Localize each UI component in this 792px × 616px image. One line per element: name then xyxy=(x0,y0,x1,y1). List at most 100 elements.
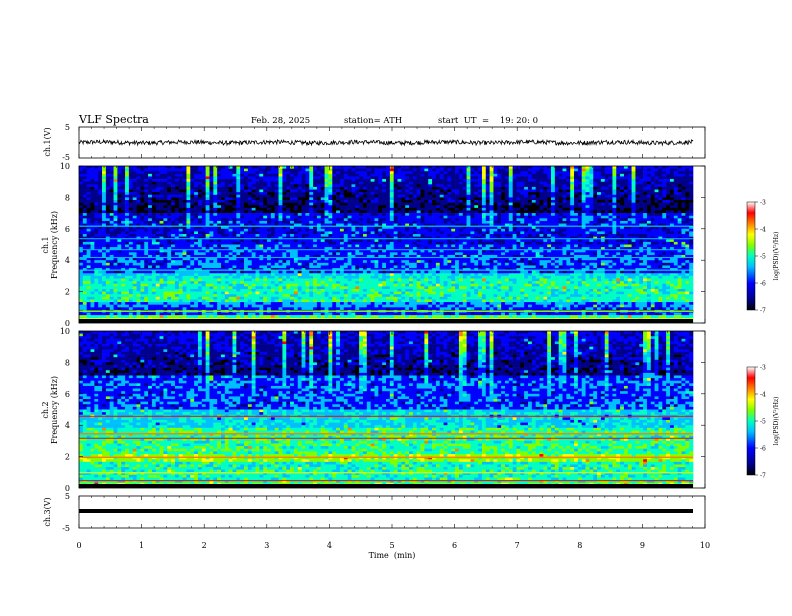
spec-cell xyxy=(144,179,148,182)
spec-cell xyxy=(486,203,490,206)
spec-cell xyxy=(236,229,240,232)
spec-cell xyxy=(678,179,682,182)
spec-cell xyxy=(328,213,332,216)
spec-cell xyxy=(398,184,402,187)
spec-cell xyxy=(605,182,609,185)
spec-cell xyxy=(248,229,252,232)
spec-cell xyxy=(409,231,413,234)
spec-cell xyxy=(620,216,624,219)
spec-cell xyxy=(91,192,95,195)
spec-cell xyxy=(662,242,666,245)
spec-cell xyxy=(279,195,283,198)
spec-cell xyxy=(413,169,417,172)
spec-cell xyxy=(547,242,551,245)
spec-cell xyxy=(421,208,425,211)
spec-cell xyxy=(563,242,567,245)
spec-cell xyxy=(267,205,271,208)
spec-cell xyxy=(635,176,639,179)
spec-cell xyxy=(509,203,513,206)
spec-cell xyxy=(574,184,578,187)
spec-cell xyxy=(674,190,678,193)
spec-cell xyxy=(574,182,578,185)
spec-cell xyxy=(83,195,87,198)
spec-cell xyxy=(102,205,106,208)
spec-cell xyxy=(263,184,267,187)
spec-cell xyxy=(555,231,559,234)
spec-cell xyxy=(217,205,221,208)
spec-cell xyxy=(367,182,371,185)
spec-cell xyxy=(490,179,494,182)
spec-cell xyxy=(313,242,317,245)
spec-cell xyxy=(620,179,624,182)
spec-cell xyxy=(213,231,217,234)
spec-cell xyxy=(405,184,409,187)
spec-cell xyxy=(236,166,240,169)
spec-cell xyxy=(612,216,616,219)
spec-cell xyxy=(651,169,655,172)
spec-cell xyxy=(643,213,647,216)
spec-cell xyxy=(225,239,229,242)
spec-cell xyxy=(305,174,309,177)
spec-cell xyxy=(547,171,551,174)
spec-cell xyxy=(428,195,432,198)
spec-cell xyxy=(655,190,659,193)
spec-cell xyxy=(290,176,294,179)
spec-cell xyxy=(367,171,371,174)
spec-cell xyxy=(240,218,244,221)
spec-cell xyxy=(593,242,597,245)
spec-cell xyxy=(125,192,129,195)
spec-cell xyxy=(163,176,167,179)
spec-cell xyxy=(455,203,459,206)
spec-cell xyxy=(574,176,578,179)
spec-cell xyxy=(309,174,313,177)
spec-cell xyxy=(367,245,371,248)
spec-cell xyxy=(559,171,563,174)
spec-cell xyxy=(209,216,213,219)
spec-cell xyxy=(643,195,647,198)
spec-cell xyxy=(286,239,290,242)
spec-cell xyxy=(609,176,613,179)
spec-cell xyxy=(670,229,674,232)
spec-cell xyxy=(578,182,582,185)
spec-cell xyxy=(83,229,87,232)
spec-cell xyxy=(137,190,141,193)
spec-cell xyxy=(313,171,317,174)
spec-cell xyxy=(528,179,532,182)
spec-cell xyxy=(593,174,597,177)
spec-cell xyxy=(267,169,271,172)
spec-cell xyxy=(490,213,494,216)
spec-cell xyxy=(371,169,375,172)
spec-cell xyxy=(528,210,532,213)
spec-cell xyxy=(371,205,375,208)
spec-cell xyxy=(286,197,290,200)
spec-cell xyxy=(566,203,570,206)
spec-cell xyxy=(137,234,141,237)
spec-cell xyxy=(417,179,421,182)
spec-cell xyxy=(248,166,252,169)
spec-cell xyxy=(470,231,474,234)
spec-cell xyxy=(325,242,329,245)
spec-cell xyxy=(321,216,325,219)
spec-cell xyxy=(681,231,685,234)
spec-cell xyxy=(421,229,425,232)
spec-cell xyxy=(678,200,682,203)
spec-cell xyxy=(206,184,210,187)
spec-cell xyxy=(240,229,244,232)
spec-cell xyxy=(213,184,217,187)
spec-cell xyxy=(186,205,190,208)
spec-cell xyxy=(233,179,237,182)
spec-cell xyxy=(263,221,267,224)
spec-cell xyxy=(290,187,294,190)
spec-cell xyxy=(540,218,544,221)
spec-cell xyxy=(470,213,474,216)
spec-cell xyxy=(639,166,643,169)
spec-cell xyxy=(313,205,317,208)
spec-cell xyxy=(152,192,156,195)
spec-cell xyxy=(313,197,317,200)
spec-cell xyxy=(440,231,444,234)
spec-cell xyxy=(520,242,524,245)
spec-cell xyxy=(167,179,171,182)
spec-cell xyxy=(482,184,486,187)
spec-cell xyxy=(171,192,175,195)
spec-cell xyxy=(152,176,156,179)
